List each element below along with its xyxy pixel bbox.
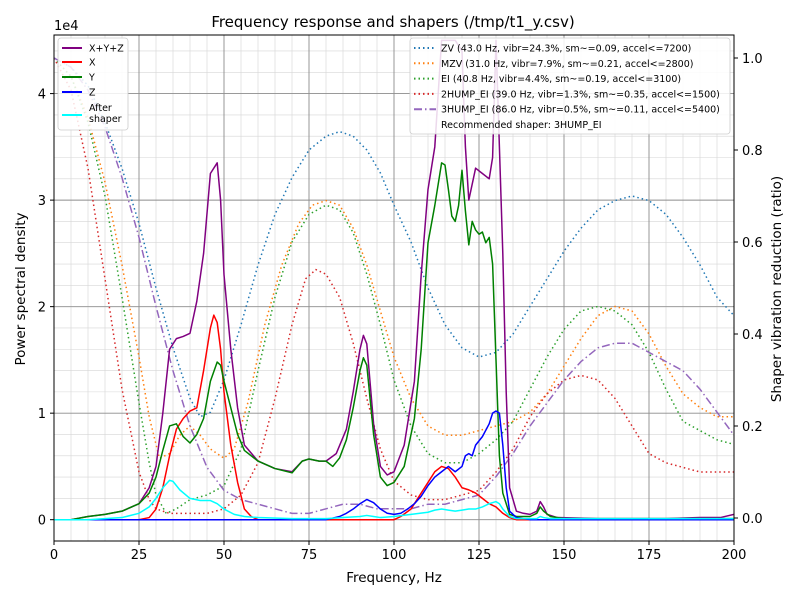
shaper-line [53,57,735,515]
shaper-line [53,57,734,460]
y-tick-label: 3 [38,194,46,209]
x-axis-label: Frequency, Hz [346,570,442,586]
chart-title: Frequency response and shapers (/tmp/t1_… [211,13,574,32]
x-tick-label: 175 [637,548,662,563]
psd-legend-label: shaper [89,114,122,125]
y2-tick-label: 0.4 [742,328,763,343]
psd-line [54,39,734,521]
shaper-legend-label: ZV (43.0 Hz, vibr=24.3%, sm~=0.09, accel… [441,44,691,55]
y2-tick-label: 0.8 [742,144,763,159]
shaper-legend-label: 3HUMP_EI (86.0 Hz, vibr=0.5%, sm~=0.11, … [441,105,720,116]
psd-legend-label: After [89,103,112,114]
shaper-legend-label: EI (40.8 Hz, vibr=4.4%, sm~=0.19, accel<… [441,74,681,85]
psd-line [54,162,734,521]
x-tick-label: 200 [722,548,747,563]
x-tick-label: 0 [50,548,58,563]
x-tick-label: 125 [467,548,492,563]
y-tick-label: 4 [38,88,46,103]
shaper-legend-box [409,37,731,135]
y2-axis-ticks: 0.0 0.2 0.4 0.6 0.8 1.0 [734,52,763,527]
shaper-legend-label: MZV (31.0 Hz, vibr=7.9%, sm~=0.21, accel… [441,59,693,70]
y2-tick-label: 0.0 [742,512,763,527]
psd-line [54,314,734,521]
psd-legend-label: Z [89,88,96,99]
shaper-legend: ZV (43.0 Hz, vibr=24.3%, sm~=0.09, accel… [409,37,731,135]
shaper-legend-label: 2HUMP_EI (39.0 Hz, vibr=1.3%, sm~=0.35, … [441,89,720,100]
shaper-curves [53,57,735,515]
y-tick-label: 2 [38,301,46,316]
y-tick-label: 0 [38,514,46,529]
shaper-line [53,57,735,515]
y2-axis-label: Shaper vibration reduction (ratio) [769,176,785,402]
psd-curves [54,39,734,521]
psd-legend-label: Y [88,73,95,84]
psd-line [54,410,734,521]
y-multiplier-label: 1e4 [54,19,79,34]
x-tick-label: 150 [552,548,577,563]
x-axis-ticks: 0 25 50 75 100 125 150 175 200 [50,541,747,563]
recommended-shaper-label: Recommended shaper: 3HUMP_EI [441,120,602,131]
shaper-line [53,57,734,515]
x-tick-label: 25 [131,548,148,563]
x-tick-label: 75 [301,548,318,563]
psd-line [54,479,734,521]
y-axis-label: Power spectral density [13,212,29,365]
y-tick-label: 1 [38,407,46,422]
x-tick-label: 50 [216,548,233,563]
x-tick-label: 100 [382,548,407,563]
psd-legend-label: X [89,58,96,69]
y2-tick-label: 0.6 [742,236,763,251]
shaper-line [53,57,735,418]
y2-tick-label: 1.0 [742,52,763,67]
psd-legend-label: X+Y+Z [89,44,124,55]
y-axis-ticks: 0 1 2 3 4 [38,88,54,529]
y2-tick-label: 0.2 [742,420,763,435]
